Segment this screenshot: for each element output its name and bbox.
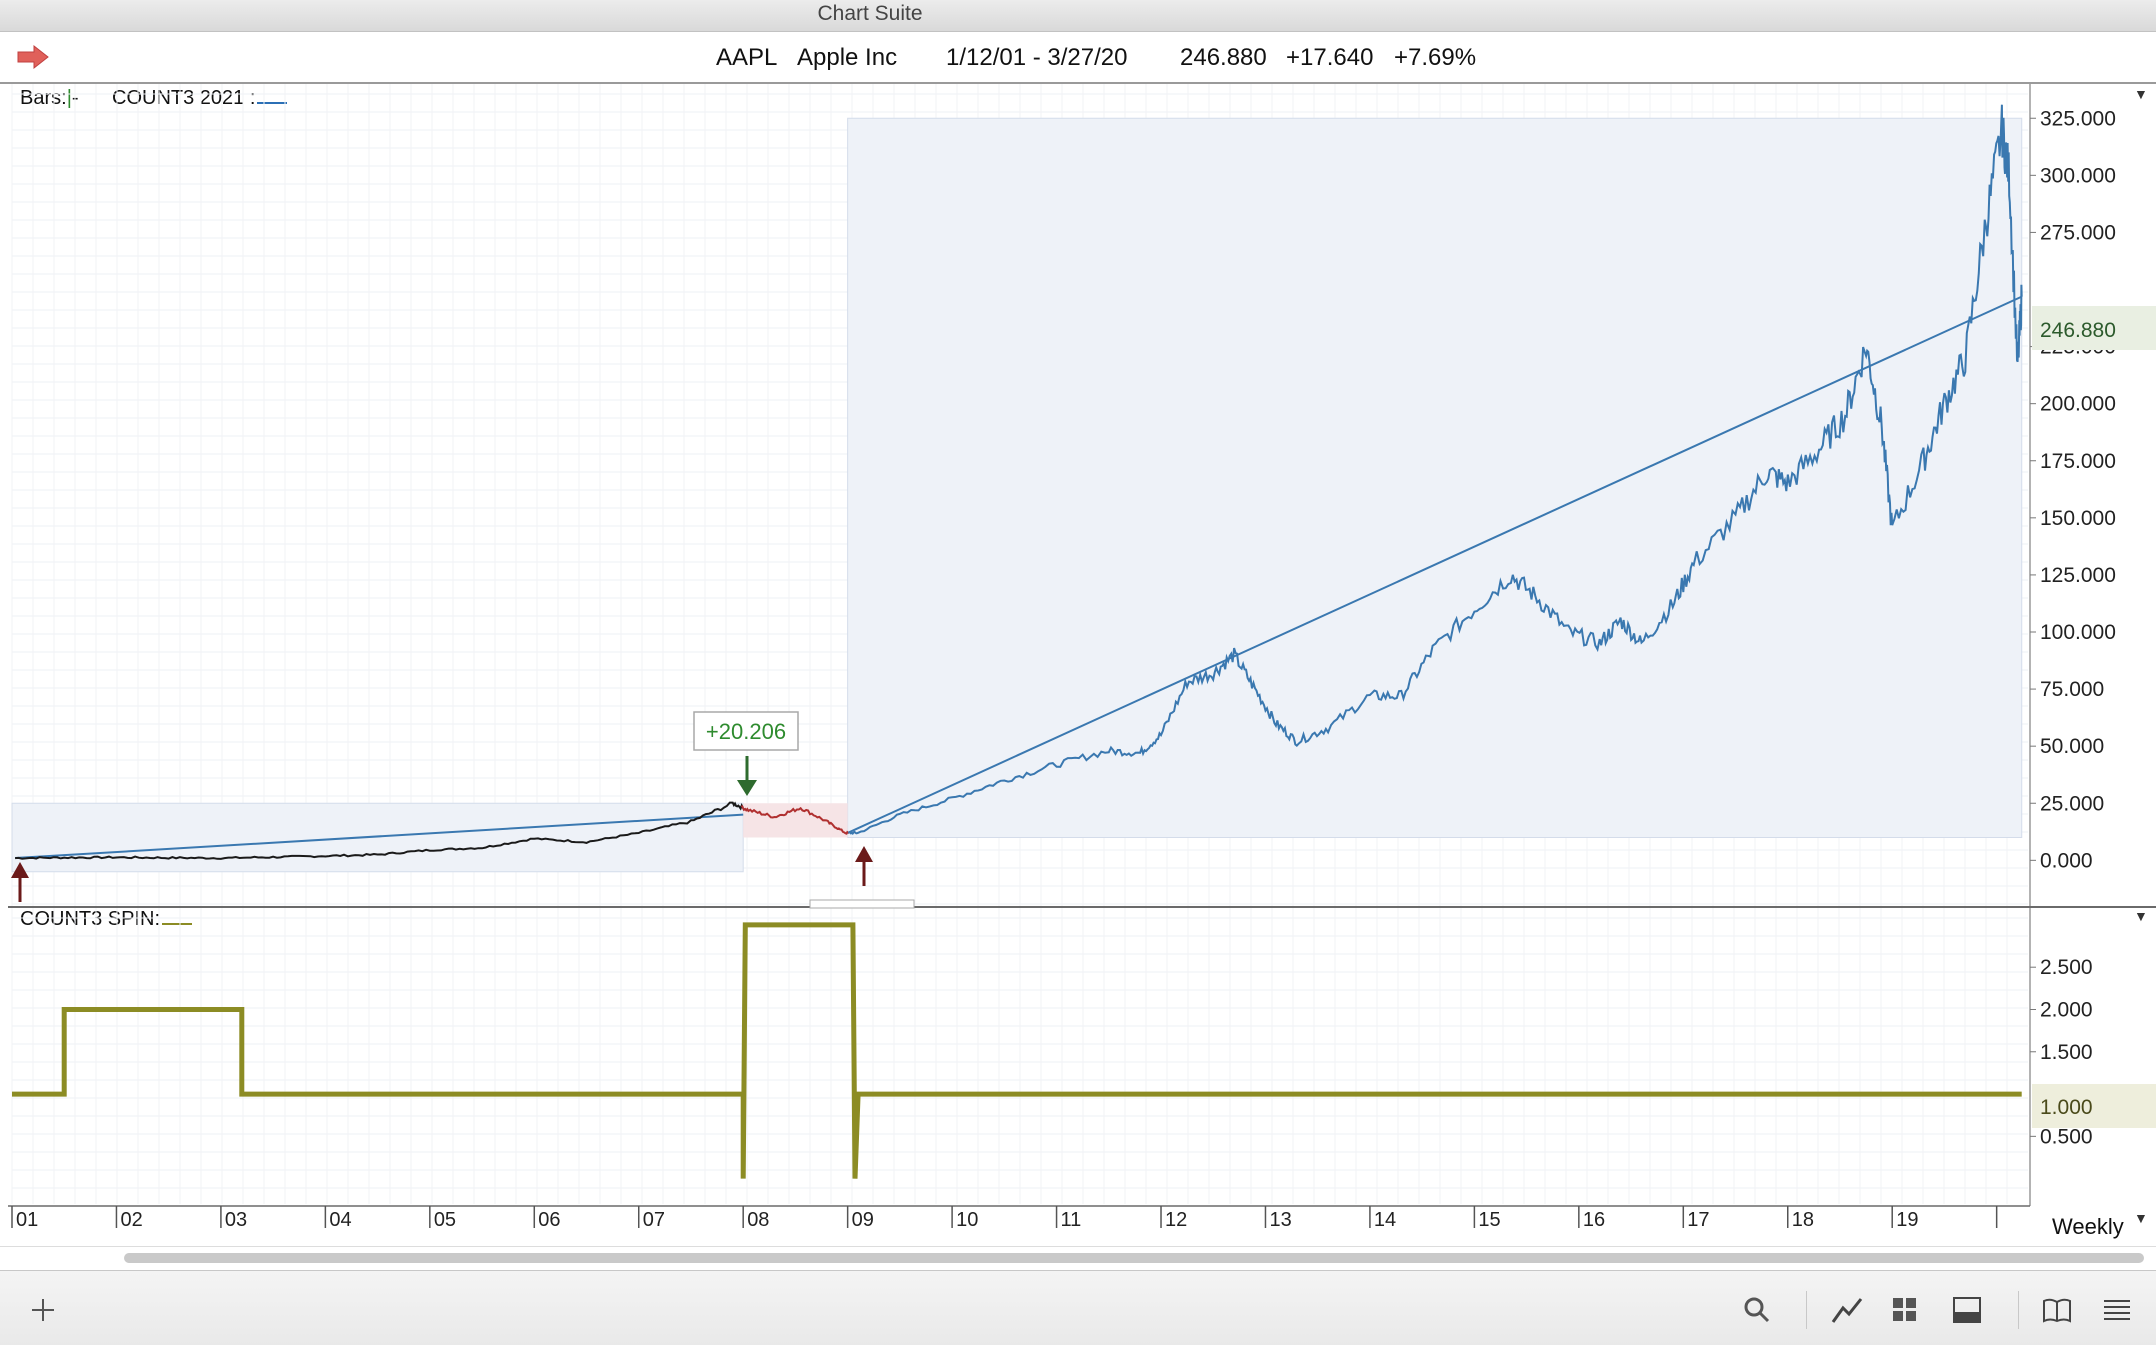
current-spin-badge (2032, 1084, 2156, 1128)
y-tick-label: 100.000 (2040, 621, 2116, 644)
last-price: 246.880 (1180, 44, 1267, 71)
x-tick-label: 13 (1269, 1209, 1291, 1231)
price-change-percent: +7.69% (1394, 44, 1477, 71)
search-icon[interactable] (1740, 1293, 1774, 1327)
price-series-line (847, 104, 2023, 836)
period-selector[interactable]: Weekly (2052, 1214, 2124, 1239)
y-tick-label: 0.000 (2040, 849, 2093, 872)
spin-label: COUNT3 SPIN: (20, 908, 161, 930)
highlight-range (847, 117, 2023, 838)
y-tick-label: 25.000 (2040, 792, 2104, 815)
y-tick-label: 325.000 (2040, 107, 2116, 130)
period-dropdown-icon[interactable]: ▼ (2134, 1210, 2148, 1226)
x-tick-label: 03 (225, 1209, 247, 1231)
grid-icon[interactable] (1888, 1293, 1922, 1327)
y-tick-label: 150.000 (2040, 507, 2116, 530)
x-tick-label: 15 (1478, 1209, 1500, 1231)
y-tick-label: 75.000 (2040, 678, 2104, 701)
x-tick-label: 09 (852, 1209, 874, 1231)
panel-resize-handle[interactable] (809, 899, 915, 909)
price-series-line (740, 805, 850, 835)
y-tick-label: 50.000 (2040, 735, 2104, 758)
highlight-range (743, 803, 848, 838)
y-tick-label: 2.000 (2040, 998, 2093, 1021)
x-tick-label: 17 (1687, 1209, 1709, 1231)
symbol-ticker: AAPL (716, 44, 778, 71)
x-tick-label: 06 (538, 1209, 560, 1231)
trend-line (15, 813, 744, 860)
y-tick-label: 175.000 (2040, 450, 2116, 473)
price-series-line (15, 801, 744, 860)
x-tick-label: 01 (16, 1209, 38, 1231)
line-chart-icon[interactable] (1830, 1293, 1864, 1327)
price-change: +17.640 (1286, 44, 1374, 71)
x-tick-label: 05 (434, 1209, 456, 1231)
symbol-info-bar: AAPL Apple Inc 1/12/01 - 3/27/20 246.880… (0, 32, 2156, 84)
current-spin-label: 1.000 (2040, 1096, 2093, 1119)
indicator-label: COUNT3 2021 : (112, 87, 256, 109)
trend-line (847, 295, 2023, 834)
y-tick-label: 300.000 (2040, 164, 2116, 187)
y-tick-label: 2.500 (2040, 956, 2093, 979)
up-arrow-icon (11, 862, 29, 902)
x-tick-label: 16 (1583, 1209, 1605, 1231)
x-tick-label: 12 (1165, 1209, 1187, 1231)
x-tick-label: 14 (1374, 1209, 1396, 1231)
x-tick-label: 10 (956, 1209, 978, 1231)
y-tick-label: 1.500 (2040, 1041, 2093, 1064)
bars-label: Bars: (20, 87, 67, 109)
add-icon[interactable] (26, 1293, 60, 1327)
panel-icon[interactable] (1950, 1293, 1984, 1327)
gain-annotation-text: +20.206 (706, 719, 786, 744)
x-tick-label: 11 (1061, 1209, 1082, 1231)
down-arrow-icon (737, 756, 757, 796)
x-tick-label: 02 (120, 1209, 142, 1231)
scrollbar-thumb[interactable] (124, 1253, 2144, 1263)
y-tick-label: 275.000 (2040, 221, 2116, 244)
x-tick-label: 08 (747, 1209, 769, 1231)
current-price-label: 246.880 (2040, 319, 2116, 342)
menu-icon[interactable] (2100, 1293, 2134, 1327)
x-tick-label: 07 (643, 1209, 665, 1231)
price-panel-dropdown-icon[interactable]: ▼ (2134, 86, 2148, 102)
up-arrow-icon (855, 846, 873, 886)
horizontal-scrollbar[interactable] (0, 1246, 2156, 1269)
y-tick-label: 200.000 (2040, 393, 2116, 416)
window-titlebar: Chart Suite (0, 0, 2156, 32)
spin-legend[interactable]: COUNT3 SPIN: (20, 908, 193, 931)
x-tick-label: 19 (1896, 1209, 1918, 1231)
date-range[interactable]: 1/12/01 - 3/27/20 (946, 44, 1128, 71)
indicator-legend[interactable]: COUNT3 2021 : (112, 87, 288, 110)
chart-area[interactable]: 0.00025.00050.00075.000100.000125.000150… (0, 0, 2156, 1246)
window-title: Chart Suite (817, 2, 923, 25)
y-tick-label: 125.000 (2040, 564, 2116, 587)
highlight-range (11, 802, 744, 873)
company-name: Apple Inc (797, 44, 898, 71)
x-tick-label: 04 (329, 1209, 351, 1231)
spin-series-line (12, 922, 2022, 1179)
bottom-toolbar (0, 1270, 2156, 1345)
gain-annotation: +20.206 (693, 711, 799, 751)
red-arrow-icon[interactable] (16, 44, 50, 70)
y-tick-label: 0.500 (2040, 1125, 2093, 1148)
spin-panel-dropdown-icon[interactable]: ▼ (2134, 908, 2148, 924)
book-icon[interactable] (2040, 1293, 2074, 1327)
x-tick-label: 18 (1792, 1209, 1814, 1231)
current-price-badge (2032, 306, 2156, 350)
